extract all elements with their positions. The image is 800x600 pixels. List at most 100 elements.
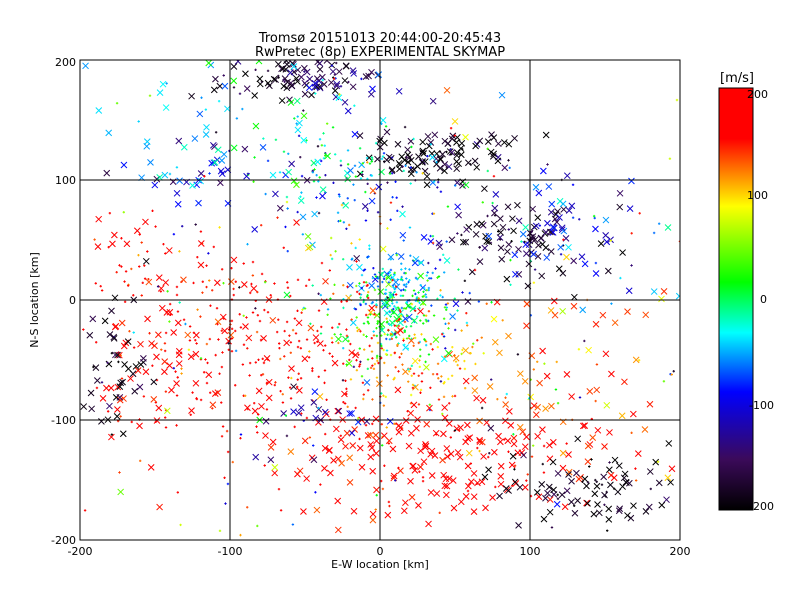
data-point-plus [300,174,304,178]
data-point-plus [331,326,334,329]
data-point-plus [425,295,428,299]
data-point-x [290,408,297,416]
data-point-x [230,256,238,264]
data-point-plus [419,354,422,358]
data-point-plus [106,361,109,364]
data-point-x [448,236,456,244]
data-point-x [498,91,506,99]
data-point-plus [410,374,413,377]
data-point-x [369,516,377,524]
data-point-plus [372,334,376,337]
data-point-plus [439,294,442,297]
data-point-x [242,323,249,330]
data-point-x [538,481,546,488]
data-point-x [470,470,478,477]
data-point-plus [387,442,391,445]
data-point-plus [397,307,401,311]
data-point-x [553,500,561,508]
data-point-plus [329,236,333,240]
data-point-plus [384,292,388,295]
data-point-plus [168,302,172,306]
data-point-x [321,444,329,452]
data-point-plus [175,424,178,427]
data-point-plus [322,132,325,135]
data-point-plus [242,314,245,317]
data-point-plus [126,284,130,287]
data-point-plus [118,264,121,267]
data-point-x [399,210,406,218]
data-point-x [319,186,327,193]
data-point-plus [400,262,403,265]
data-point-plus [349,342,352,346]
data-point-plus [513,468,516,471]
data-point-plus [225,429,229,433]
data-point-x [423,420,431,428]
data-point-plus [176,376,179,379]
data-point-plus [369,366,373,370]
data-point-plus [338,195,341,198]
data-point-plus [175,166,179,169]
data-point-plus [251,311,255,314]
data-point-x [197,261,205,269]
data-point-x [410,401,418,409]
data-point-x [402,499,409,507]
data-point-x [595,509,603,517]
data-point-x [611,319,619,327]
data-point-x [383,309,391,317]
data-point-plus [266,69,270,73]
data-point-plus [215,307,219,310]
data-point-plus [393,271,396,275]
data-point-plus [239,326,243,329]
data-point-plus [395,196,398,199]
data-point-plus [164,331,168,335]
data-point-x [514,201,521,209]
data-point-x [460,238,467,246]
data-point-x [108,307,115,315]
data-point-plus [277,487,281,491]
data-point-plus [396,343,399,346]
data-point-x [367,431,374,439]
data-point-plus [380,423,384,426]
data-point-x [411,357,419,365]
data-point-plus [487,455,490,459]
data-point-plus [396,209,399,213]
data-point-x [441,482,449,490]
data-point-plus [419,391,422,394]
data-point-x [471,387,479,394]
data-point-plus [432,180,436,183]
data-point-plus [390,172,394,175]
data-point-plus [246,243,249,246]
data-point-plus [652,231,656,235]
data-point-plus [447,327,450,330]
data-point-x [159,80,167,88]
data-point-plus [227,342,230,345]
data-point-x [618,412,626,420]
data-point-plus [405,277,408,280]
colorbar-tick-label: 0 [760,293,767,306]
data-point-plus [232,86,236,89]
data-point-x [462,347,470,354]
data-point-x [307,324,315,332]
data-point-x [300,508,307,515]
data-point-plus [234,280,237,283]
data-point-x [193,331,200,339]
data-point-plus [266,159,270,163]
data-point-plus [226,482,230,486]
data-point-x [542,494,549,502]
data-point-plus [387,281,391,284]
data-point-x [269,171,277,179]
data-point-plus [391,302,394,305]
data-point-x [491,338,499,346]
data-point-plus [513,464,517,467]
data-point-plus [222,74,225,77]
data-point-plus [638,212,641,215]
y-tick-label: -200 [51,534,76,547]
data-point-plus [342,306,345,310]
data-point-plus [317,211,321,215]
data-point-x [250,285,258,292]
data-point-x [478,478,486,486]
data-point-plus [388,310,392,314]
data-point-plus [410,364,414,368]
data-point-x [575,475,583,483]
data-point-plus [291,328,295,332]
